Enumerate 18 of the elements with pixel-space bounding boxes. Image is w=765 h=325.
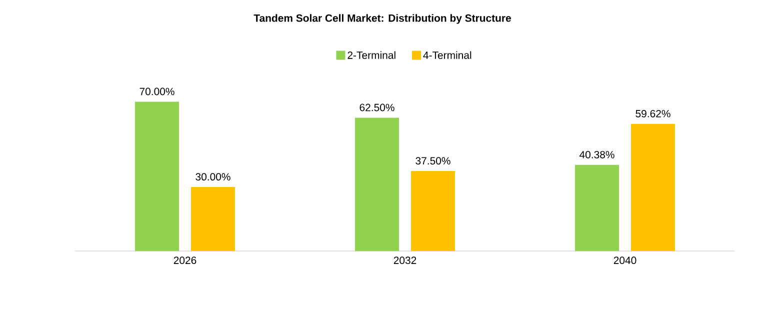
data-label: 30.00% xyxy=(196,173,230,181)
x-tick-label: 2040 xyxy=(614,256,636,264)
data-label: 70.00% xyxy=(140,88,174,96)
data-label: 59.62% xyxy=(636,110,670,118)
legend-label: 2-Terminal xyxy=(348,51,396,59)
bar xyxy=(411,171,456,251)
x-tick-label: 2032 xyxy=(394,256,416,264)
bar xyxy=(135,102,179,251)
bar xyxy=(355,118,400,251)
data-label: 62.50% xyxy=(360,104,394,112)
chart-title: Tandem Solar Cell Market: Distribution by Structure xyxy=(254,14,511,24)
x-tick-label: 2026 xyxy=(174,256,196,264)
data-label: 37.50% xyxy=(416,157,450,165)
data-label: 40.38% xyxy=(580,150,614,158)
bar xyxy=(575,164,620,251)
bar xyxy=(631,124,676,251)
legend-label: 4-Terminal xyxy=(423,51,472,59)
bar xyxy=(191,187,236,251)
